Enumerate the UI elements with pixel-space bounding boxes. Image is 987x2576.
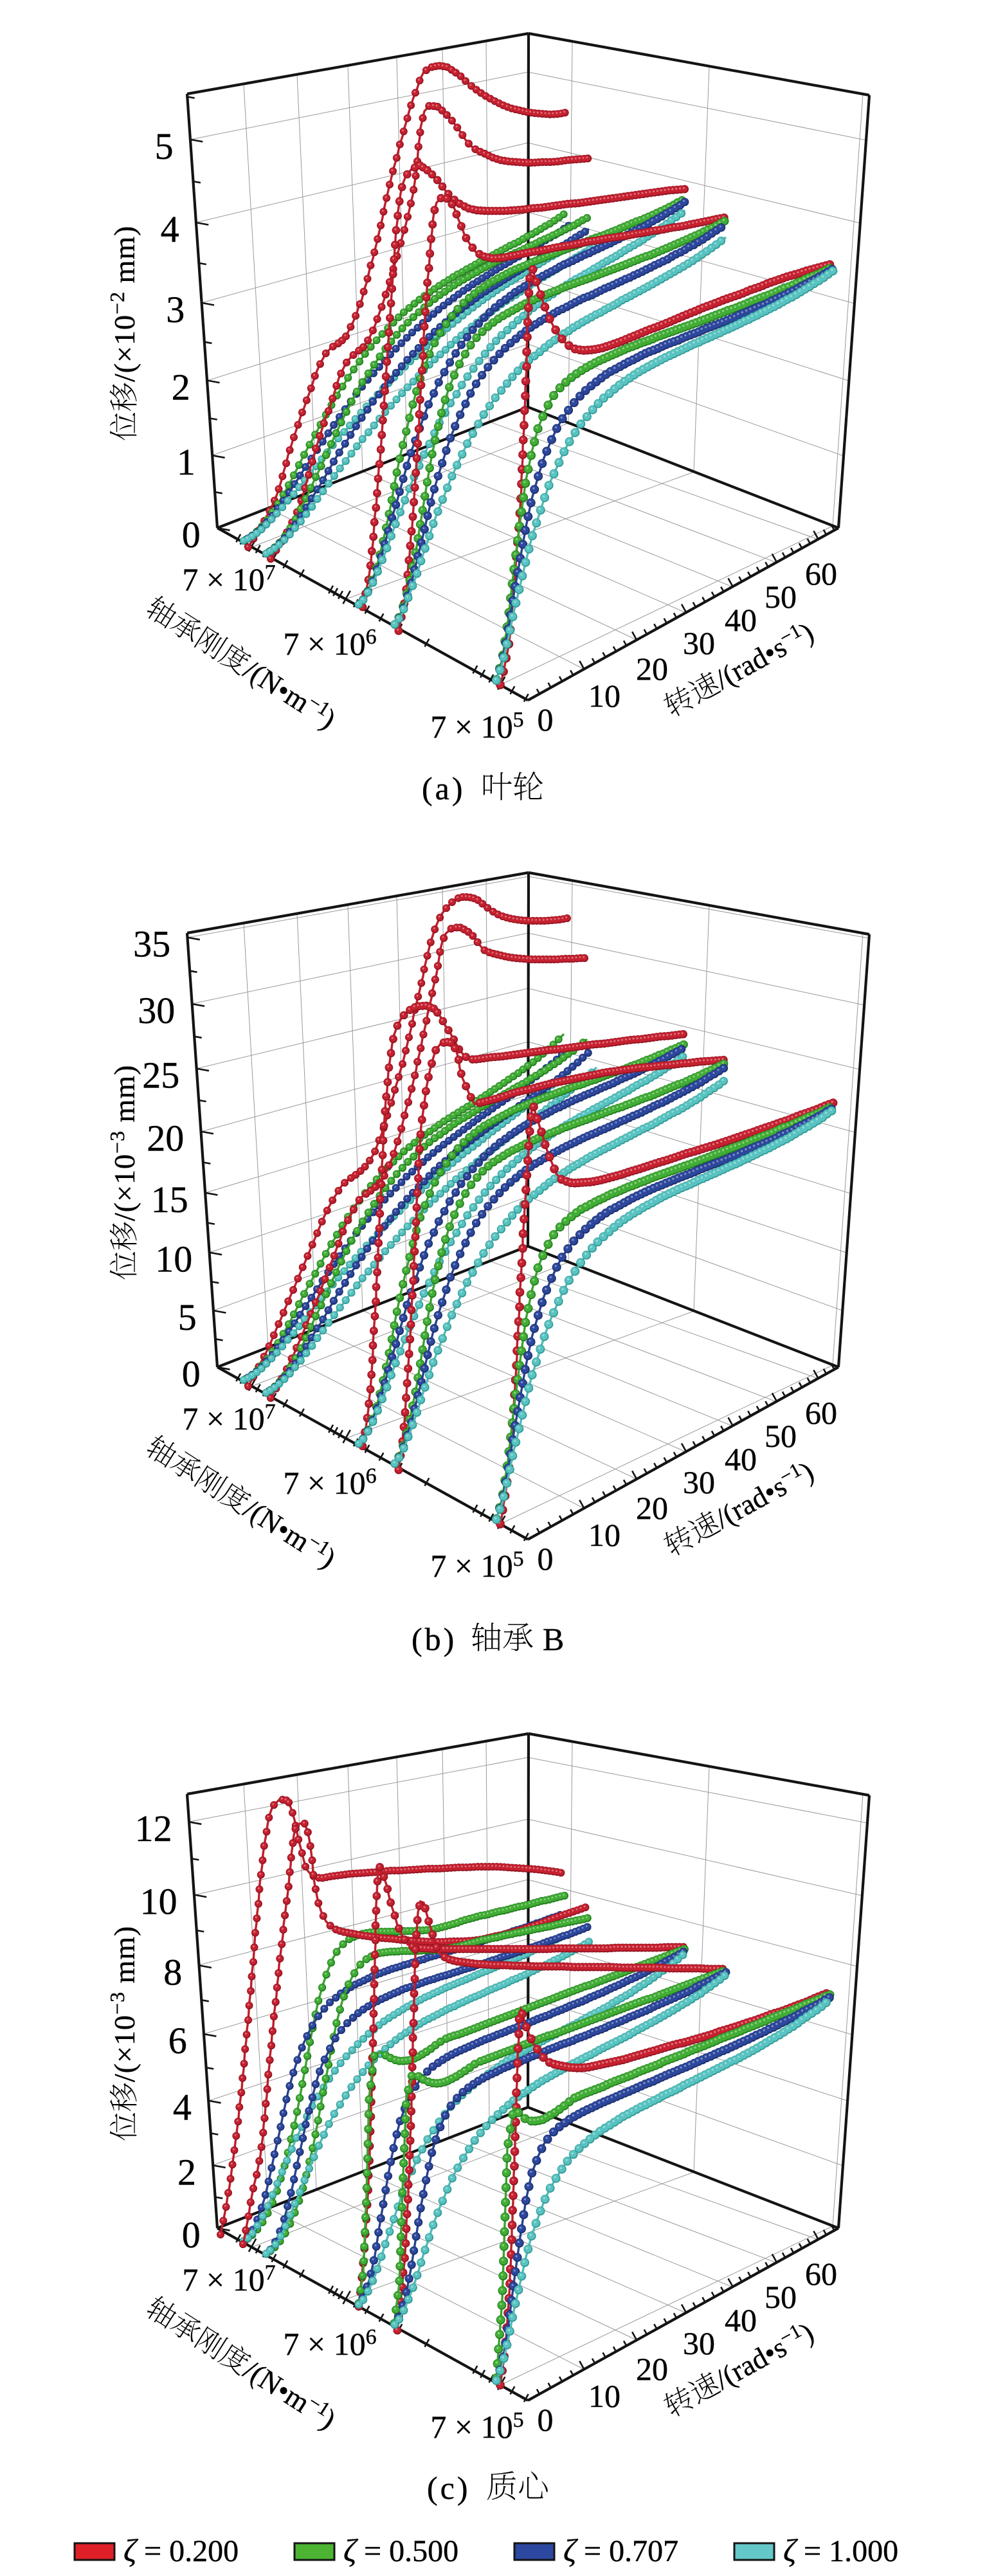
svg-text:30: 30 <box>138 990 175 1031</box>
svg-text:40: 40 <box>725 1441 757 1477</box>
svg-text:40: 40 <box>725 602 757 638</box>
svg-text:60: 60 <box>805 2256 837 2292</box>
svg-text:3: 3 <box>166 289 185 331</box>
svg-text:5: 5 <box>155 125 174 167</box>
svg-text:30: 30 <box>683 2325 715 2361</box>
svg-text:20: 20 <box>636 1490 668 1526</box>
svg-text:2: 2 <box>177 2151 196 2193</box>
svg-text:= 0.707: = 0.707 <box>584 2534 678 2568</box>
svg-text:7 × 105: 7 × 105 <box>430 1547 523 1584</box>
svg-text:8: 8 <box>163 1951 182 1993</box>
svg-text:20: 20 <box>147 1118 184 1159</box>
svg-text:1: 1 <box>177 441 195 483</box>
svg-text:10: 10 <box>588 1517 620 1553</box>
svg-text:= 0.200: = 0.200 <box>144 2534 239 2568</box>
svg-text:6: 6 <box>168 2020 187 2062</box>
svg-text:= 1.000: = 1.000 <box>804 2534 898 2568</box>
svg-text:35: 35 <box>133 923 170 965</box>
svg-text:ζ: ζ <box>783 2532 799 2568</box>
svg-text:7 × 106: 7 × 106 <box>283 2325 376 2362</box>
svg-text:4: 4 <box>161 208 179 250</box>
svg-text:7 × 106: 7 × 106 <box>283 1464 376 1501</box>
svg-text:ζ: ζ <box>343 2532 359 2568</box>
svg-text:20: 20 <box>636 2351 668 2387</box>
svg-text:= 0.500: = 0.500 <box>364 2534 458 2568</box>
svg-text:10: 10 <box>588 2378 620 2414</box>
svg-text:10: 10 <box>588 678 620 714</box>
svg-text:7 × 105: 7 × 105 <box>430 708 523 745</box>
svg-text:15: 15 <box>151 1179 188 1220</box>
svg-text:7 × 107: 7 × 107 <box>182 2261 275 2298</box>
svg-text:0: 0 <box>182 2214 201 2256</box>
svg-text:50: 50 <box>765 2279 797 2315</box>
svg-text:7 × 107: 7 × 107 <box>182 1400 275 1437</box>
svg-text:ζ: ζ <box>123 2532 139 2568</box>
svg-text:20: 20 <box>636 651 668 687</box>
svg-text:7 × 105: 7 × 105 <box>430 2408 523 2445</box>
svg-text:30: 30 <box>683 625 715 661</box>
svg-text:ζ: ζ <box>563 2532 579 2568</box>
svg-text:B: B <box>543 1621 564 1657</box>
svg-text:(a): (a) <box>422 770 466 806</box>
svg-text:30: 30 <box>683 1464 715 1500</box>
svg-text:50: 50 <box>765 579 797 615</box>
svg-text:0: 0 <box>182 514 201 556</box>
svg-text:0: 0 <box>538 1541 554 1577</box>
svg-text:(b): (b) <box>412 1621 457 1657</box>
svg-text:7 × 106: 7 × 106 <box>283 625 376 662</box>
svg-text:10: 10 <box>155 1238 192 1280</box>
svg-text:2: 2 <box>172 367 190 408</box>
svg-text:5: 5 <box>178 1296 197 1338</box>
svg-text:60: 60 <box>805 1395 837 1431</box>
svg-text:0: 0 <box>538 702 554 738</box>
svg-text:0: 0 <box>538 2402 554 2438</box>
svg-text:(c): (c) <box>427 2470 471 2506</box>
svg-text:7 × 107: 7 × 107 <box>182 561 275 597</box>
svg-text:0: 0 <box>182 1353 201 1395</box>
svg-text:12: 12 <box>135 1808 172 1849</box>
svg-text:10: 10 <box>140 1881 177 1923</box>
svg-text:60: 60 <box>805 556 837 592</box>
svg-text:/(×10−3 mm): /(×10−3 mm) <box>105 1926 141 2082</box>
svg-text:25: 25 <box>142 1055 179 1096</box>
svg-text:40: 40 <box>725 2302 757 2338</box>
svg-text:50: 50 <box>765 1418 797 1454</box>
svg-text:4: 4 <box>173 2087 192 2128</box>
